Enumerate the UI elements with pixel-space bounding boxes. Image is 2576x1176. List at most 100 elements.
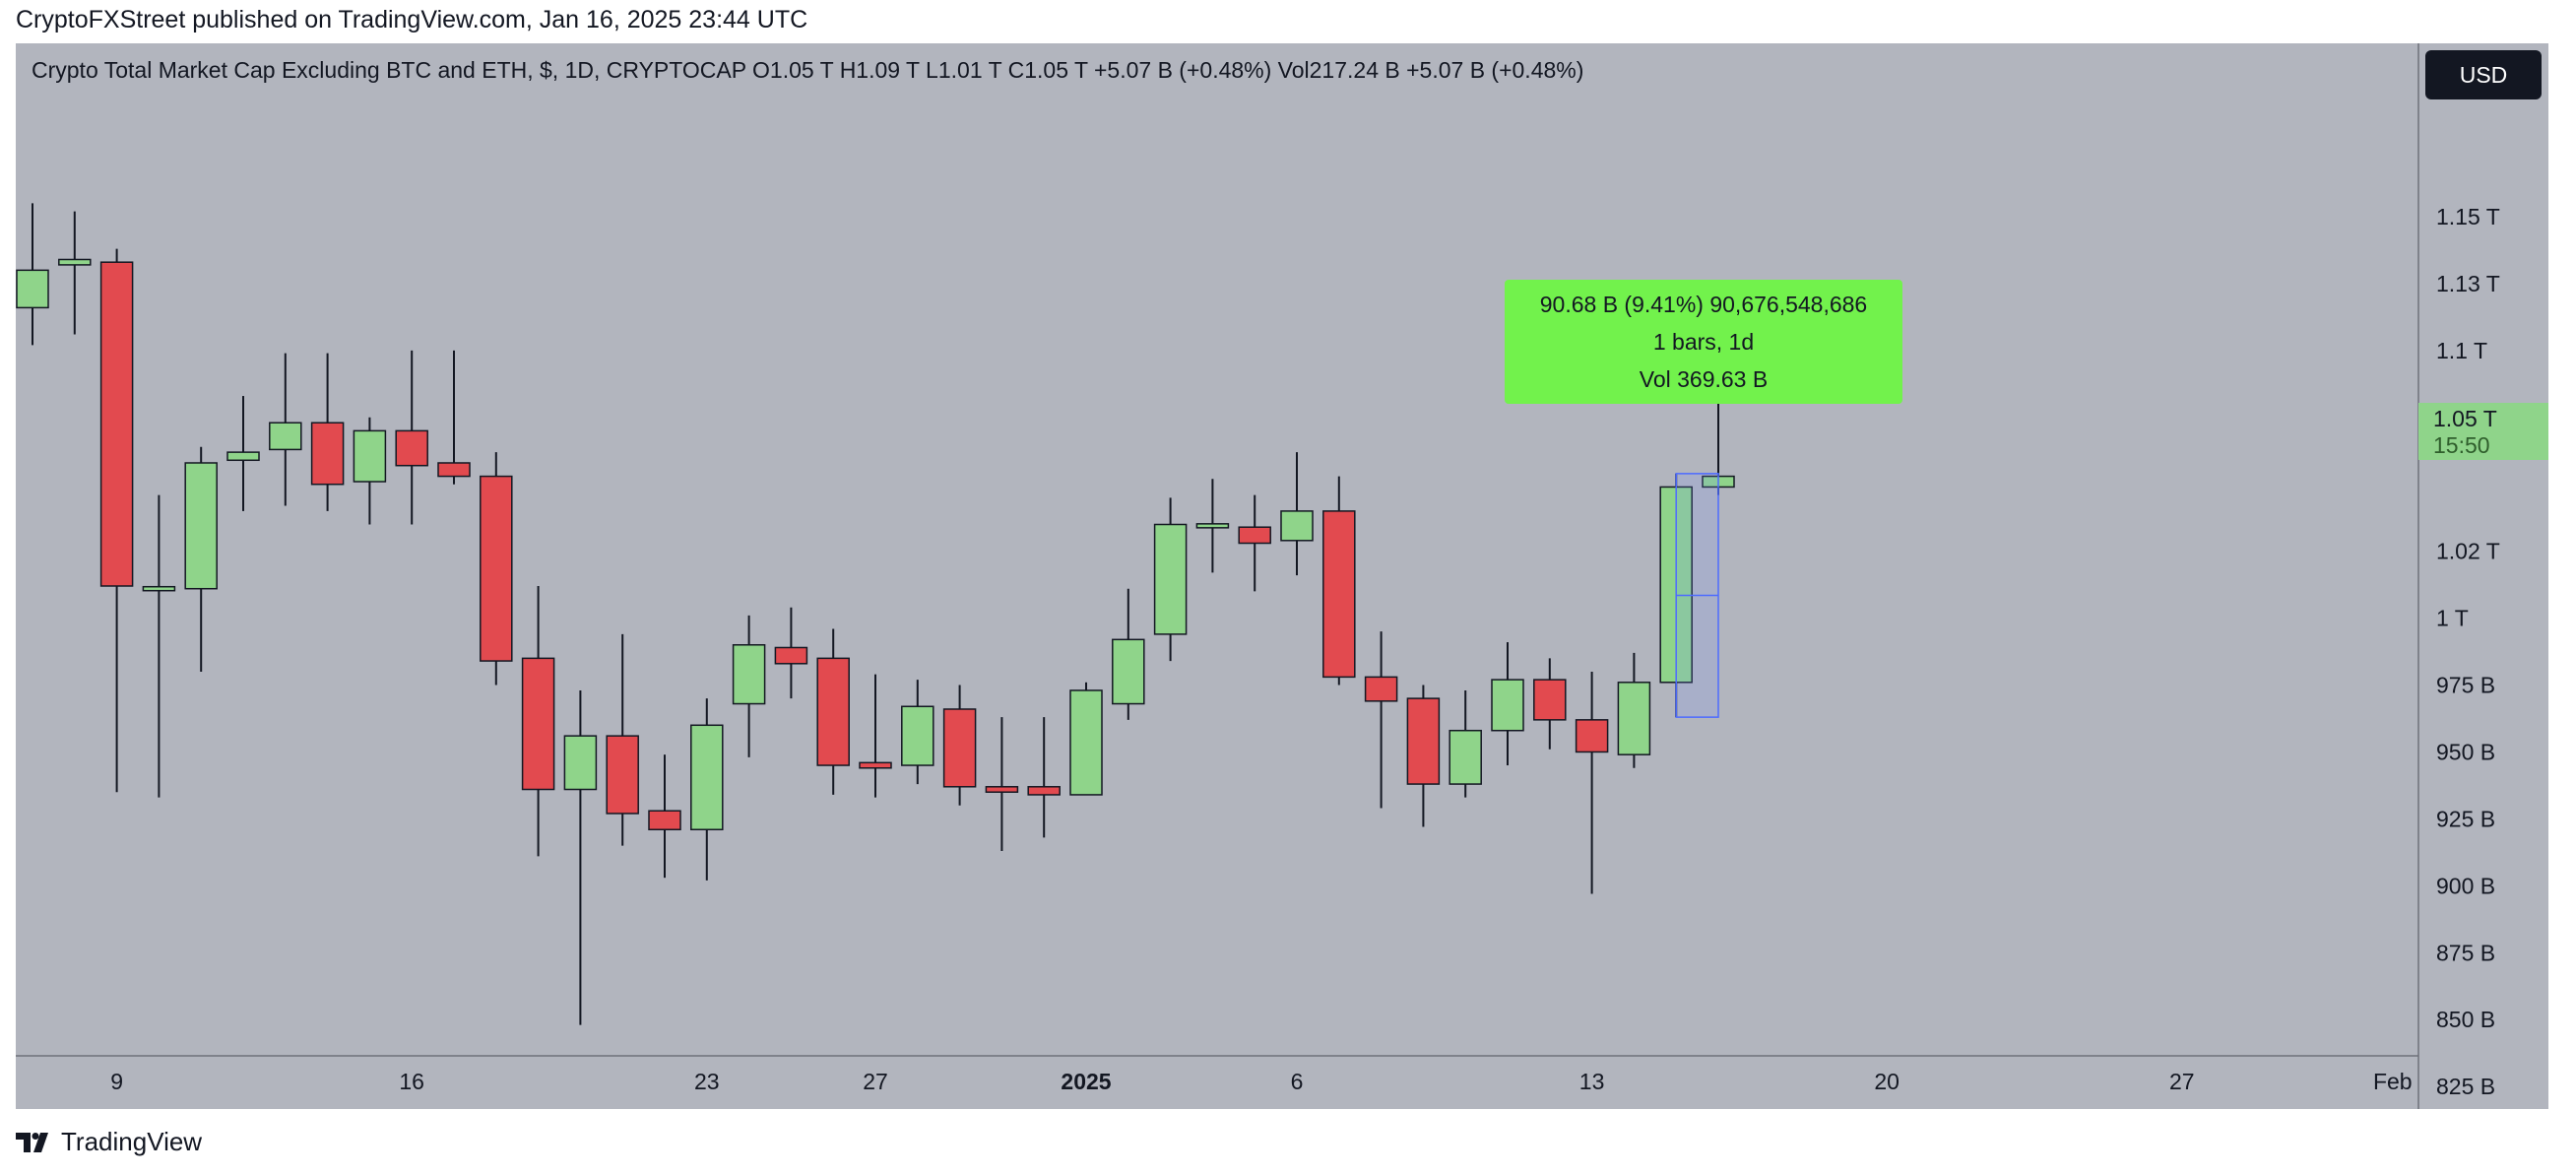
candle-2024-12-13[interactable] [269,353,302,506]
time-tick-label: 20 [1874,1069,1900,1094]
candle-2025-01-11[interactable] [1491,642,1524,766]
candle-body [226,451,260,462]
candle-body [480,475,513,662]
candle-2025-01-13[interactable] [1575,671,1609,894]
candle-2024-12-22[interactable] [648,754,681,879]
candle-2025-01-03[interactable] [1153,497,1188,662]
price-tick-label: 1.1 T [2436,338,2487,363]
time-tick-label: 6 [1291,1069,1304,1094]
candle-body [1449,729,1482,785]
candle-2025-01-12[interactable] [1533,658,1567,750]
candle-2024-12-19[interactable] [521,585,555,857]
candle-2024-12-18[interactable] [480,452,513,686]
tradingview-logo-icon [16,1132,48,1152]
candle-2024-12-11[interactable] [184,446,218,672]
candle-2024-12-23[interactable] [690,698,724,881]
candle-2025-01-04[interactable] [1195,479,1230,573]
candle-2024-12-28[interactable] [901,680,934,785]
candle-body [1027,786,1061,796]
price-tick-label: 875 B [2436,940,2495,965]
candle-2024-12-14[interactable] [310,353,345,511]
price-tick-label: 1.02 T [2436,539,2500,564]
candle-body [395,429,428,467]
candle-2024-12-30[interactable] [985,717,1019,852]
candle-2025-01-10[interactable] [1449,689,1482,798]
price-tick-label: 950 B [2436,739,2495,764]
candle-body [985,786,1019,793]
candle-2024-12-21[interactable] [606,633,639,846]
published-attribution: CryptoFXStreet published on TradingView.… [16,6,808,33]
candle-2024-12-08[interactable] [58,211,92,335]
last-price-label: 1.05 T [2433,406,2497,431]
time-tick-label: 16 [399,1069,424,1094]
price-tick-label: 975 B [2436,673,2495,698]
candle-2024-12-09[interactable] [99,248,134,793]
time-tick-label: 27 [2169,1069,2195,1094]
time-tick-label: 2025 [1061,1069,1111,1094]
candle-body [269,422,302,451]
candle-body [1322,510,1356,679]
candle-body [184,462,218,590]
candle-body [1153,523,1188,635]
candle-2025-01-06[interactable] [1280,452,1314,576]
candle-2025-01-01[interactable] [1069,682,1103,796]
candle-body [521,657,555,791]
candle-body [1491,679,1524,732]
candle-2024-12-24[interactable] [732,615,766,757]
candle-2024-12-17[interactable] [437,350,471,485]
tradingview-logo[interactable]: TradingView [16,1127,202,1157]
candle-2025-01-02[interactable] [1112,588,1145,720]
candle-body [99,261,134,587]
candle-body [732,644,766,705]
last-price-badge: 1.05 T 15:50 [2418,403,2548,460]
candle-body [901,705,934,766]
candle-body [1238,526,1271,545]
candle-2024-12-07[interactable] [16,203,49,346]
candle-2024-12-12[interactable] [226,396,260,511]
candle-body [690,724,724,831]
candle-2024-12-20[interactable] [563,689,598,1025]
candle-body [310,422,345,486]
candle-body [1533,679,1567,721]
chart-area[interactable]: 825 B 850 B 875 B 900 B 925 B 950 B 975 B 1 T 1.… [16,43,2548,1109]
candle-body [563,735,598,791]
candle-2024-12-26[interactable] [816,628,850,795]
candle-body [1364,676,1398,702]
price-tick-label: 900 B [2436,873,2495,898]
currency-button[interactable]: USD [2425,50,2542,99]
candle-body [859,761,892,769]
price-tick-label: 850 B [2436,1007,2495,1032]
candle-2024-12-15[interactable] [353,417,387,525]
candle-body [58,258,92,266]
candle-body [1112,638,1145,705]
candle-body [1406,697,1441,785]
candle-2025-01-07[interactable] [1322,476,1356,686]
candle-2025-01-14[interactable] [1617,652,1651,768]
candle-2025-01-09[interactable] [1406,685,1441,827]
candle-body [16,269,49,309]
bar-countdown: 15:50 [2433,432,2490,458]
candle-2024-12-16[interactable] [395,350,428,525]
candle-body [1575,719,1609,753]
candle-body [816,657,850,766]
price-tick-label: 1.13 T [2436,271,2500,296]
candlestick-chart[interactable]: 825 B 850 B 875 B 900 B 925 B 950 B 975 B 1 T 1.… [16,43,2548,1109]
candle-body [1280,510,1314,542]
candle-2024-12-29[interactable] [942,685,977,806]
attribution-bar: CryptoFXStreet published on TradingView.… [0,0,2576,43]
time-tick-label: 9 [110,1069,123,1094]
candle-body [142,585,176,592]
candle-2024-12-10[interactable] [142,494,176,798]
candle-2024-12-31[interactable] [1027,717,1061,838]
candle-body [942,708,977,788]
measure-volume: Vol 369.63 B [1639,366,1769,392]
price-tick-label: 825 B [2436,1074,2495,1099]
candle-2024-12-27[interactable] [859,674,892,798]
price-tick-label: 1 T [2436,606,2469,631]
time-tick-label: 13 [1579,1069,1605,1094]
measure-layer [1675,339,1719,718]
candle-2024-12-25[interactable] [774,607,808,699]
candle-body [1617,682,1651,755]
candle-2025-01-05[interactable] [1238,494,1271,592]
candle-2025-01-08[interactable] [1364,631,1398,809]
